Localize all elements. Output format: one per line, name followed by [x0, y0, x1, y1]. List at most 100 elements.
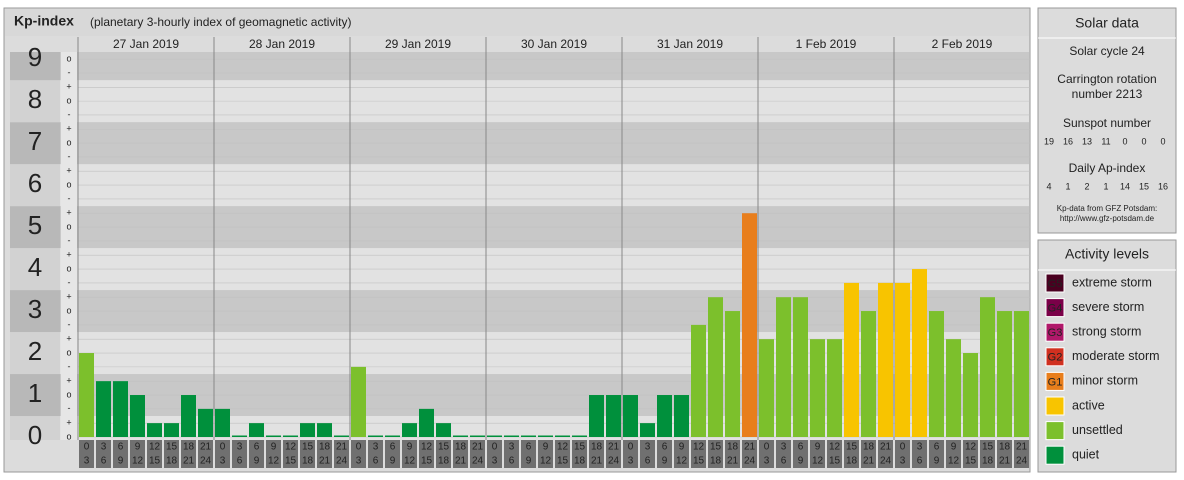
day-label: 29 Jan 2019	[385, 37, 451, 51]
hour-start: 15	[710, 442, 722, 453]
hour-start: 18	[455, 442, 467, 453]
minor-tick-label: o	[66, 305, 71, 315]
digit-cell	[10, 206, 60, 249]
hour-box	[793, 440, 808, 468]
sunspot-value: 16	[1063, 136, 1073, 146]
hour-end: 15	[285, 456, 297, 467]
minor-tick-label: o	[66, 179, 71, 189]
hour-box	[861, 440, 876, 468]
hour-end: 12	[812, 456, 824, 467]
hour-end: 18	[302, 456, 314, 467]
hour-end: 9	[118, 456, 124, 467]
hour-end: 18	[166, 456, 178, 467]
source: http://www.gfz-potsdam.de	[1060, 214, 1155, 223]
hour-box	[96, 440, 111, 468]
hour-box	[844, 440, 859, 468]
minor-tick-label: o	[66, 54, 71, 64]
ap-value: 2	[1084, 181, 1089, 191]
y-tick-label: 5	[28, 210, 42, 240]
hour-end: 9	[390, 456, 396, 467]
bar	[334, 435, 349, 437]
bar	[249, 423, 264, 437]
bar	[164, 423, 179, 437]
hour-start: 3	[781, 442, 787, 453]
hour-start: 12	[421, 442, 433, 453]
hour-box	[810, 440, 825, 468]
bar	[266, 435, 281, 437]
bar	[453, 435, 468, 437]
bar	[793, 297, 808, 437]
minor-tick-label: +	[66, 334, 71, 344]
hour-end: 6	[509, 456, 515, 467]
hour-start: 6	[934, 442, 940, 453]
y-tick-label: 4	[28, 252, 42, 282]
hour-start: 18	[319, 442, 331, 453]
bar	[844, 282, 859, 437]
hour-start: 0	[764, 442, 770, 453]
hour-box	[657, 440, 672, 468]
minor-tick-label: o	[66, 221, 71, 231]
hour-start: 0	[492, 442, 498, 453]
bar	[419, 408, 434, 437]
digit-cell	[10, 332, 60, 375]
hour-box	[759, 440, 774, 468]
hour-end: 3	[220, 456, 226, 467]
bar	[623, 395, 638, 437]
minor-tick-label: -	[68, 277, 71, 287]
hour-start: 15	[438, 442, 450, 453]
hour-end: 24	[336, 456, 348, 467]
hour-box	[79, 440, 94, 468]
hour-box	[283, 440, 298, 468]
band	[10, 52, 1029, 81]
bar	[691, 324, 706, 437]
hour-box	[555, 440, 570, 468]
hour-end: 9	[526, 456, 532, 467]
y-tick-label: 0	[28, 420, 42, 450]
ap-value: 1	[1065, 181, 1070, 191]
minor-tick-label: -	[68, 361, 71, 371]
legend-name: moderate storm	[1072, 349, 1160, 363]
hour-end: 6	[917, 456, 923, 467]
bar	[402, 423, 417, 437]
bar	[96, 381, 111, 437]
hour-start: 3	[237, 442, 243, 453]
digit-cell	[10, 122, 60, 165]
bar	[300, 423, 315, 437]
hour-start: 21	[200, 442, 212, 453]
bar	[725, 311, 740, 437]
digit-cell	[10, 164, 60, 207]
hour-end: 24	[608, 456, 620, 467]
hour-end: 12	[540, 456, 552, 467]
hour-end: 3	[356, 456, 362, 467]
hour-start: 0	[84, 442, 90, 453]
hour-box	[895, 440, 910, 468]
hour-box	[351, 440, 366, 468]
bar	[521, 435, 536, 437]
day-header	[5, 37, 1029, 52]
day-label: 2 Feb 2019	[932, 37, 993, 51]
hour-start: 18	[183, 442, 195, 453]
bar	[1014, 311, 1029, 437]
hour-end: 6	[781, 456, 787, 467]
hour-end: 18	[846, 456, 858, 467]
hour-box	[317, 440, 332, 468]
hour-end: 15	[965, 456, 977, 467]
activity-title: Activity levels	[1065, 246, 1149, 262]
minor-tick-label: -	[68, 403, 71, 413]
hour-start: 3	[645, 442, 651, 453]
ap-value: 4	[1046, 181, 1051, 191]
carrington: Carrington rotation	[1057, 72, 1156, 86]
bar	[504, 435, 519, 437]
hour-box	[606, 440, 621, 468]
minor-tick-label: +	[66, 124, 71, 134]
bar	[640, 423, 655, 437]
hour-start: 0	[356, 442, 362, 453]
legend-name: unsettled	[1072, 423, 1123, 437]
digit-cell	[10, 374, 60, 417]
bar	[317, 423, 332, 437]
hour-end: 21	[999, 456, 1011, 467]
hour-end: 24	[200, 456, 212, 467]
hour-start: 3	[917, 442, 923, 453]
legend-swatch	[1045, 421, 1065, 441]
title: Kp-index	[14, 13, 74, 29]
